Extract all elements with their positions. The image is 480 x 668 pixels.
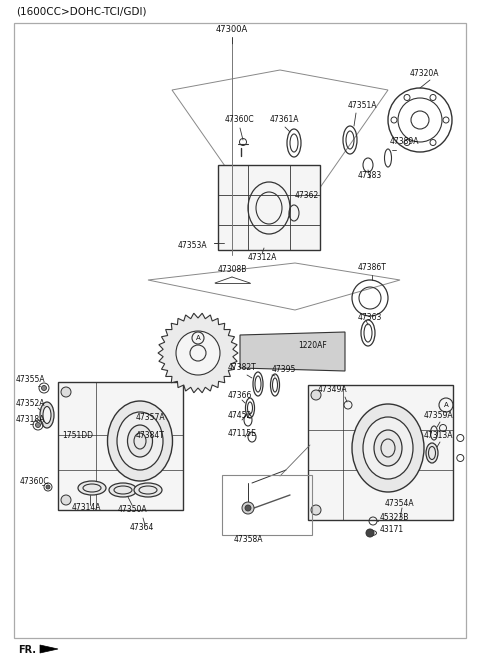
Text: A: A: [444, 402, 448, 408]
Bar: [58, 382, 183, 510]
Text: 47313A: 47313A: [424, 430, 454, 440]
Text: 45323B: 45323B: [380, 514, 409, 522]
Text: 47355A: 47355A: [16, 375, 46, 385]
Text: 47352A: 47352A: [16, 399, 46, 407]
Polygon shape: [303, 355, 316, 367]
Polygon shape: [240, 332, 345, 371]
Text: 47320A: 47320A: [410, 69, 440, 77]
Text: 47363: 47363: [358, 313, 383, 323]
Ellipse shape: [363, 417, 413, 479]
Text: 47351A: 47351A: [348, 100, 377, 110]
Text: (1600CC>DOHC-TCI/GDI): (1600CC>DOHC-TCI/GDI): [16, 7, 146, 17]
Ellipse shape: [108, 401, 172, 481]
Text: 47362: 47362: [295, 190, 319, 200]
Circle shape: [311, 390, 321, 400]
Bar: [222, 475, 312, 535]
Circle shape: [61, 495, 71, 505]
Text: 47350A: 47350A: [118, 506, 148, 514]
Ellipse shape: [40, 402, 54, 428]
Ellipse shape: [134, 483, 162, 497]
Ellipse shape: [78, 481, 106, 495]
Text: 47360C: 47360C: [225, 116, 254, 124]
Text: 47354A: 47354A: [385, 498, 415, 508]
Text: 47364: 47364: [130, 524, 155, 532]
Text: 43171: 43171: [380, 526, 404, 534]
Text: 47353A: 47353A: [178, 240, 208, 250]
Circle shape: [242, 502, 254, 514]
Polygon shape: [40, 645, 58, 653]
Circle shape: [245, 505, 251, 511]
Text: 47300A: 47300A: [216, 25, 248, 35]
Ellipse shape: [128, 425, 153, 457]
Text: 47357A: 47357A: [136, 413, 166, 422]
Text: 47115E: 47115E: [228, 428, 257, 438]
Circle shape: [36, 422, 40, 428]
Text: A: A: [196, 335, 200, 341]
Text: 47318A: 47318A: [16, 415, 46, 424]
Text: 1751DD: 1751DD: [62, 430, 93, 440]
Text: 47382T: 47382T: [228, 363, 257, 373]
Ellipse shape: [117, 412, 163, 470]
Text: 47386T: 47386T: [358, 263, 387, 273]
Text: 47361A: 47361A: [270, 116, 300, 124]
Text: 47384T: 47384T: [136, 430, 165, 440]
Circle shape: [46, 485, 50, 489]
Circle shape: [176, 331, 220, 375]
Text: 47452: 47452: [228, 411, 252, 420]
Text: 47312A: 47312A: [248, 253, 277, 263]
Ellipse shape: [109, 483, 137, 497]
Text: 47366: 47366: [228, 391, 252, 399]
Text: 47389A: 47389A: [390, 138, 420, 146]
Bar: [308, 385, 453, 520]
Polygon shape: [158, 313, 238, 393]
Circle shape: [311, 505, 321, 515]
Polygon shape: [218, 165, 320, 250]
Ellipse shape: [374, 430, 402, 466]
Text: 47349A: 47349A: [318, 385, 348, 395]
Text: 47360C: 47360C: [20, 478, 49, 486]
Ellipse shape: [426, 443, 438, 463]
Text: 47308B: 47308B: [218, 265, 247, 275]
Circle shape: [61, 387, 71, 397]
Ellipse shape: [43, 407, 51, 424]
Text: 47359A: 47359A: [424, 411, 454, 420]
Text: 1220AF: 1220AF: [298, 341, 327, 349]
Text: 47358A: 47358A: [233, 536, 263, 544]
Ellipse shape: [352, 404, 424, 492]
Circle shape: [366, 529, 374, 537]
Text: FR.: FR.: [18, 645, 36, 655]
Text: 47383: 47383: [358, 170, 382, 180]
Text: 47395: 47395: [272, 365, 296, 375]
Circle shape: [41, 385, 47, 391]
Text: 47314A: 47314A: [72, 504, 101, 512]
